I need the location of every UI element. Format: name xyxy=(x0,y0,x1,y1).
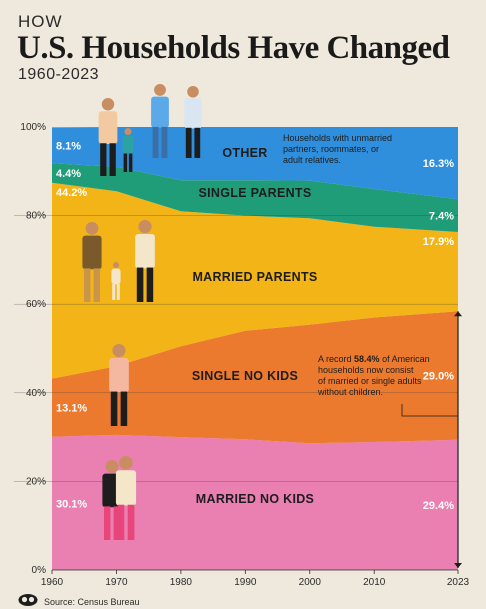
record-note-line: A record 58.4% of American xyxy=(318,354,430,364)
x-tick-label: 2000 xyxy=(299,577,322,588)
other-note-line: partners, roommates, or xyxy=(283,144,379,154)
chart-subtitle: 1960-2023 xyxy=(18,66,100,83)
record-note-prefix: A record xyxy=(318,354,354,364)
person-leg xyxy=(113,506,120,540)
person-body xyxy=(98,111,118,145)
person-head xyxy=(112,262,120,269)
person-head xyxy=(119,456,133,470)
y-tick-label: 40% xyxy=(26,388,46,399)
series-name-label: MARRIED PARENTS xyxy=(192,270,317,284)
person-leg xyxy=(116,284,120,300)
illustration-man xyxy=(115,456,137,540)
person-head xyxy=(101,98,115,111)
record-note-line: of married or single adults xyxy=(318,376,422,386)
person-leg xyxy=(104,506,111,540)
x-tick-label: 1960 xyxy=(41,577,64,588)
other-note-line: adult relatives. xyxy=(283,155,341,165)
bracket-arrow-top xyxy=(454,311,462,317)
person-body xyxy=(111,268,121,285)
y-tick-label: 100% xyxy=(20,122,46,133)
area-single-no-kids xyxy=(52,311,458,444)
person-head xyxy=(105,460,119,473)
start-value-label: 13.1% xyxy=(56,403,87,415)
x-tick-label: 1980 xyxy=(170,577,193,588)
person-leg xyxy=(123,153,128,172)
person-body xyxy=(135,233,155,269)
x-tick-label: 1970 xyxy=(105,577,128,588)
x-tick-label: 1990 xyxy=(234,577,257,588)
person-body xyxy=(109,357,129,393)
person-leg xyxy=(109,143,116,176)
illustration-father xyxy=(135,220,155,302)
end-value-label: 16.3% xyxy=(423,158,454,170)
person-leg xyxy=(117,504,125,540)
end-value-label: 29.4% xyxy=(423,500,454,512)
start-value-label: 8.1% xyxy=(56,140,81,152)
area-married-parents xyxy=(52,182,458,379)
person-head xyxy=(187,86,199,98)
start-value-label: 44.2% xyxy=(56,187,87,199)
person-body xyxy=(151,96,169,128)
chart-kicker: HOW xyxy=(18,12,63,31)
illustration-adult xyxy=(184,86,202,158)
end-value-label: 29.0% xyxy=(423,371,454,383)
person-leg xyxy=(84,268,91,302)
person-leg xyxy=(161,126,168,158)
person-leg xyxy=(100,143,107,176)
area-married-no-kids xyxy=(52,434,458,570)
person-body xyxy=(82,235,102,270)
bracket-arrow-bottom xyxy=(454,563,462,568)
end-value-label: 17.9% xyxy=(423,236,454,248)
area-single-parents xyxy=(52,163,458,232)
series-name-label: MARRIED NO KIDS xyxy=(196,492,314,506)
y-tick-label: 0% xyxy=(32,565,47,576)
person-leg xyxy=(152,126,159,158)
person-leg xyxy=(120,391,128,426)
record-note-bold: 58.4% xyxy=(354,354,380,364)
record-note-line: without children. xyxy=(317,387,383,397)
illustration-kid xyxy=(111,262,121,300)
x-tick-label: 2010 xyxy=(363,577,386,588)
person-body xyxy=(122,135,134,154)
person-head xyxy=(124,128,132,136)
visual-capitalist-logo-icon xyxy=(18,594,38,606)
end-value-label: 7.4% xyxy=(429,211,454,223)
person-leg xyxy=(112,284,116,300)
person-body xyxy=(115,470,137,506)
person-leg xyxy=(185,127,192,158)
person-leg xyxy=(93,268,100,302)
person-leg xyxy=(110,391,118,426)
y-tick-label: 80% xyxy=(26,211,46,222)
person-head xyxy=(138,220,152,234)
illustration-child xyxy=(122,128,134,172)
illustration-mother xyxy=(82,222,102,302)
person-body xyxy=(184,98,202,129)
illustration-parent xyxy=(98,98,118,176)
chart-title: U.S. Households Have Changed xyxy=(17,30,450,66)
series-name-label: SINGLE NO KIDS xyxy=(192,369,298,383)
other-note-line: Households with unmarried xyxy=(283,133,392,143)
person-leg xyxy=(146,267,154,302)
person-head xyxy=(112,344,126,358)
illustration-single xyxy=(109,344,129,426)
record-note-connector xyxy=(401,404,458,417)
record-note-suffix: of American xyxy=(380,354,430,364)
series-name-label: OTHER xyxy=(222,146,267,160)
person-head xyxy=(154,84,166,96)
person-leg xyxy=(136,267,144,302)
person-leg xyxy=(128,153,133,172)
person-leg xyxy=(194,127,201,158)
person-leg xyxy=(127,504,135,540)
person-head xyxy=(85,222,99,235)
series-name-label: SINGLE PARENTS xyxy=(198,186,311,200)
source-note: Source: Census Bureau xyxy=(44,597,140,607)
illustration-roommate xyxy=(151,84,169,158)
start-value-label: 4.4% xyxy=(56,168,81,180)
record-note-line: households now consist xyxy=(318,365,414,375)
start-value-label: 30.1% xyxy=(56,498,87,510)
y-tick-label: 20% xyxy=(26,476,46,487)
x-tick-label: 2023 xyxy=(447,577,470,588)
y-tick-label: 60% xyxy=(26,299,46,310)
